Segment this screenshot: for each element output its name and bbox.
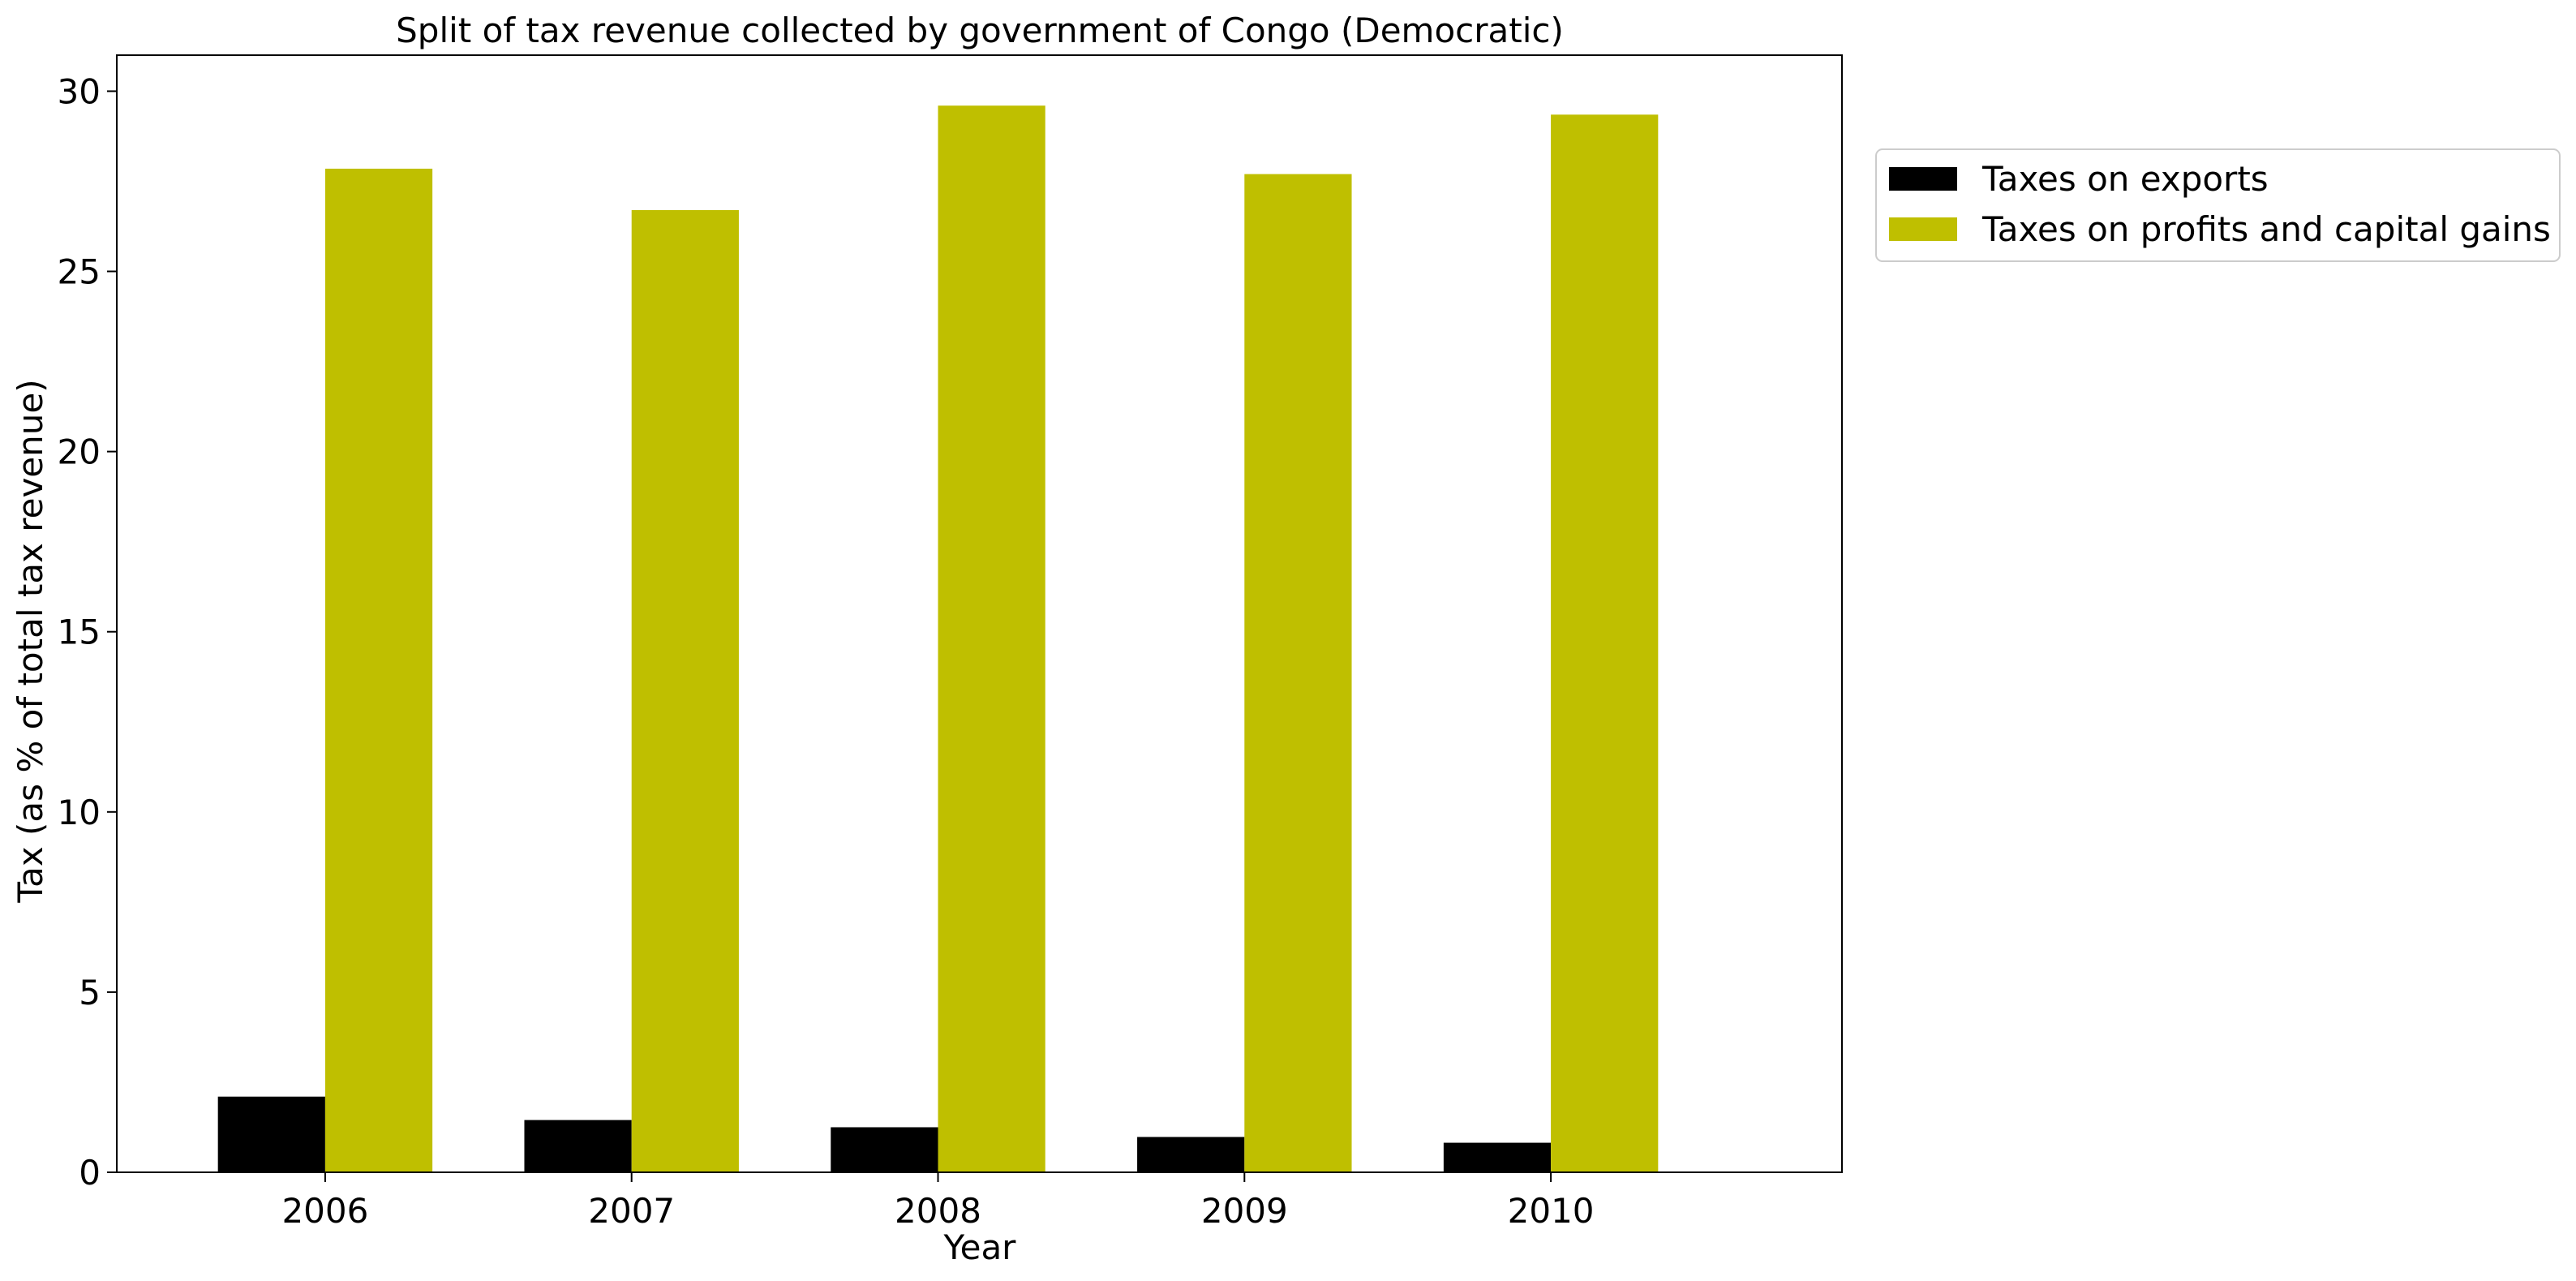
plot-area: 0 5 10 15 20 25 30 2006 2007 2008 2009 2010 — [58, 54, 1843, 1231]
y-tick-label-15: 15 — [58, 613, 101, 652]
y-tick-label-20: 20 — [58, 432, 101, 472]
bar-profits-2006 — [324, 168, 433, 1172]
bar-exports-2008 — [831, 1127, 938, 1172]
bar-exports-2006 — [217, 1096, 325, 1172]
bar-profits-2007 — [631, 210, 739, 1173]
y-tick-label-10: 10 — [58, 793, 101, 832]
chart-title: Split of tax revenue collected by govern… — [396, 11, 1564, 50]
y-tick-label-5: 5 — [79, 973, 101, 1012]
legend-label-exports: Taxes on exports — [1981, 159, 2269, 199]
bar-profits-2008 — [938, 105, 1045, 1172]
bar-exports-2007 — [524, 1120, 632, 1172]
y-tick-label-0: 0 — [79, 1153, 101, 1193]
plot-frame — [116, 54, 1843, 1173]
bar-profits-2009 — [1244, 174, 1352, 1173]
legend-swatch-profits — [1889, 217, 1957, 241]
bar-exports-2009 — [1137, 1137, 1245, 1172]
legend-swatch-exports — [1889, 167, 1957, 191]
y-tick-label-30: 30 — [58, 71, 101, 111]
y-axis-label: Tax (as % of total tax revenue) — [11, 379, 50, 903]
x-tick-label-2007: 2007 — [588, 1191, 675, 1231]
x-tick-label-2006: 2006 — [281, 1191, 368, 1231]
bar-profits-2010 — [1551, 114, 1659, 1172]
y-tick-label-25: 25 — [58, 252, 101, 292]
x-tick-label-2008: 2008 — [895, 1191, 981, 1231]
x-axis-label: Year — [943, 1227, 1017, 1267]
bar-exports-2010 — [1443, 1142, 1552, 1172]
x-tick-label-2010: 2010 — [1508, 1191, 1595, 1231]
x-tick-label-2009: 2009 — [1201, 1191, 1288, 1231]
legend-box — [1875, 148, 2561, 262]
legend-label-profits: Taxes on profits and capital gains — [1981, 209, 2551, 249]
legend: Taxes on exports Taxes on profits and cap… — [1875, 148, 2561, 262]
